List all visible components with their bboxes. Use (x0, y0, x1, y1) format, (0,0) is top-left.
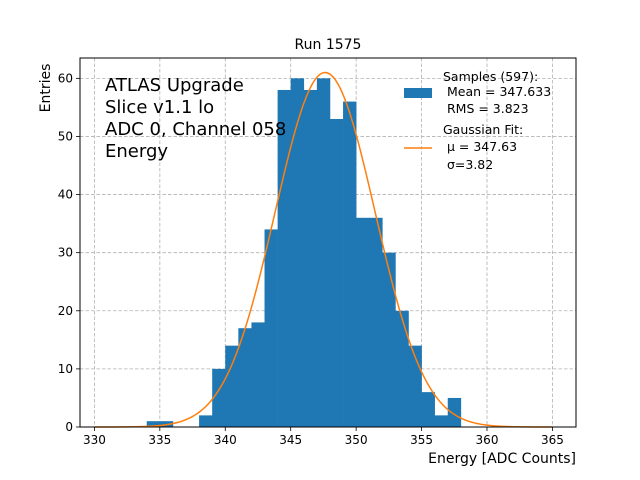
histogram-bar (329, 119, 344, 427)
x-tick-label: 330 (83, 433, 106, 447)
info-line-slice: Slice v1.1 lo (105, 97, 214, 118)
legend-histogram-rms: RMS = 3.823 (443, 101, 529, 116)
histogram-bar (395, 310, 409, 427)
histogram-bar (277, 89, 292, 427)
histogram-bar (199, 415, 213, 427)
histogram-bar (447, 397, 462, 427)
plot-frame (79, 57, 577, 428)
histogram-bar (251, 322, 265, 427)
histogram-bar (146, 421, 161, 427)
y-tick-label: 10 (58, 362, 73, 376)
histogram-bars (146, 78, 462, 428)
info-line-experiment: ATLAS Upgrade (105, 75, 244, 96)
legend-histogram-mean: Mean = 347.633 (443, 84, 551, 99)
histogram-bar (238, 328, 252, 427)
x-tick-label: 345 (279, 433, 302, 447)
x-tick-label: 355 (410, 433, 433, 447)
info-line-quantity: Energy (105, 141, 168, 162)
y-tick-label: 60 (58, 71, 73, 85)
info-box: ATLAS Upgrade Slice v1.1 lo ADC 0, Chann… (105, 75, 286, 162)
y-axis-label: Entries (38, 64, 54, 113)
histogram-bar (303, 89, 318, 427)
y-tick-label: 50 (58, 129, 73, 143)
x-tick-label: 350 (345, 433, 368, 447)
legend-histogram-swatch (404, 88, 432, 98)
x-tick-label: 335 (148, 433, 171, 447)
x-axis-label: Energy [ADC Counts] (428, 451, 576, 467)
y-tick-label: 40 (58, 188, 73, 202)
x-tick-label: 360 (476, 433, 499, 447)
chart-title: Run 1575 (295, 37, 362, 53)
histogram-bar (356, 217, 370, 427)
histogram-bar (434, 415, 449, 427)
histogram-bar (421, 392, 435, 427)
histogram-bar (316, 78, 331, 427)
y-tick-label: 20 (58, 304, 73, 318)
y-tick-label: 30 (58, 246, 73, 260)
histogram-bar (264, 229, 278, 427)
histogram-bar (225, 345, 239, 427)
legend: Samples (597): Mean = 347.633 RMS = 3.82… (404, 69, 551, 172)
y-axis-ticks: 0 10 20 30 40 50 60 (58, 71, 80, 434)
histogram-bar (369, 217, 383, 427)
legend-fit-label: Gaussian Fit: (443, 122, 523, 137)
histogram-bar (343, 101, 357, 428)
x-tick-label: 340 (214, 433, 237, 447)
legend-fit-mu: μ = 347.63 (443, 139, 517, 154)
y-tick-label: 0 (65, 420, 73, 434)
histogram-bar (290, 78, 305, 427)
x-axis-ticks: 330 335 340 345 350 355 360 365 (83, 427, 564, 447)
legend-fit-sigma: σ=3.82 (443, 157, 493, 172)
x-tick-label: 365 (541, 433, 564, 447)
legend-histogram-label: Samples (597): (443, 69, 538, 84)
gaussian-fit-line (94, 71, 553, 428)
histogram-bar (382, 252, 396, 427)
info-line-channel: ADC 0, Channel 058 (105, 119, 286, 140)
